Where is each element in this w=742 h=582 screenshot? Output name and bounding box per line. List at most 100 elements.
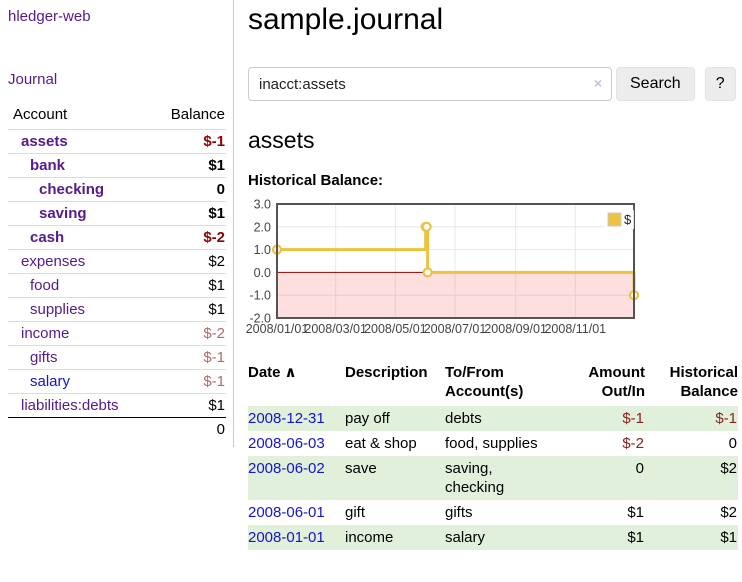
account-row: bank $1 — [8, 153, 226, 178]
register-header-date-label: Date — [248, 364, 281, 381]
register-row: 2008-01-01 income salary $1 $1 — [248, 525, 738, 550]
account-balance: 0 — [149, 177, 226, 202]
sidebar: hledger-web Journal Account Balance asse… — [8, 8, 226, 441]
account-link[interactable]: cash — [30, 229, 65, 246]
chart-title: Historical Balance: — [248, 172, 384, 189]
search-input[interactable] — [248, 67, 612, 101]
transaction-description: pay off — [345, 410, 390, 427]
transaction-amount: $1 — [627, 504, 644, 521]
transaction-balance: $1 — [720, 529, 737, 546]
accounts-total-value: 0 — [149, 417, 226, 441]
x-tick-label: 2008/05/01 — [364, 322, 427, 336]
transaction-amount: $-1 — [622, 410, 644, 427]
account-row: cash $-2 — [8, 225, 226, 250]
account-balance: $1 — [149, 153, 226, 178]
transaction-date-link[interactable]: 2008-06-02 — [248, 460, 325, 477]
register-header-description: Description — [345, 364, 428, 381]
transaction-accounts: saving, checking — [445, 460, 505, 496]
page-title: sample.journal — [248, 3, 444, 36]
account-link[interactable]: assets — [21, 133, 68, 150]
transaction-date-link[interactable]: 2008-06-01 — [248, 504, 325, 521]
data-point-marker — [422, 267, 433, 278]
transaction-amount: $1 — [627, 529, 644, 546]
clear-search-icon[interactable]: × — [593, 75, 602, 91]
account-balance: $1 — [149, 273, 226, 298]
app-title-link[interactable]: hledger-web — [8, 8, 91, 25]
x-tick-label: 2008/09/01 — [484, 322, 547, 336]
account-link[interactable]: liabilities:debts — [21, 397, 119, 414]
balance-chart: $3.0 2.0 1.0 0.0 -1.0 -2.02008/01/012008/03/0… — [246, 198, 640, 336]
account-balance: $-1 — [149, 129, 226, 154]
data-point-marker — [421, 221, 432, 232]
search-row: × Search ? — [248, 66, 742, 102]
account-row: food $1 — [8, 273, 226, 298]
transaction-accounts: food, supplies — [445, 435, 538, 452]
transaction-accounts: gifts — [445, 504, 473, 521]
plot-border — [276, 203, 635, 319]
y-tick-label: 3.0 — [254, 198, 271, 212]
transaction-balance: $-1 — [715, 410, 737, 427]
register-row: 2008-12-31 pay off debts $-1 $-1 — [248, 406, 738, 431]
help-button[interactable]: ? — [704, 67, 736, 101]
register-row: 2008-06-01 gift gifts $1 $2 — [248, 500, 738, 525]
register-row: 2008-06-02 save saving, checking 0 $2 — [248, 456, 738, 500]
x-tick-label: 2008/01/01 — [246, 322, 309, 336]
negative-region — [277, 272, 634, 318]
transaction-amount: $-2 — [622, 435, 644, 452]
account-link[interactable]: supplies — [30, 301, 86, 318]
y-tick-label: -2.0 — [249, 312, 271, 326]
sidebar-divider — [233, 0, 234, 447]
accounts-header-balance: Balance — [170, 106, 225, 123]
y-tick-label: 2.0 — [254, 220, 271, 234]
account-link[interactable]: bank — [30, 157, 66, 174]
account-link[interactable]: food — [30, 277, 60, 294]
account-link[interactable]: expenses — [21, 253, 86, 270]
transaction-date-link[interactable]: 2008-12-31 — [248, 410, 325, 427]
account-link[interactable]: income — [21, 325, 70, 342]
account-link[interactable]: salary — [30, 373, 71, 390]
transaction-balance: $2 — [720, 504, 737, 521]
legend-swatch — [607, 212, 622, 227]
y-tick-label: 1.0 — [254, 243, 271, 257]
transaction-date-link[interactable]: 2008-06-03 — [248, 435, 325, 452]
chart-container: $3.0 2.0 1.0 0.0 -1.0 -2.0 2008/01/01 2008/03/0… — [246, 198, 742, 341]
account-row: assets $-1 — [8, 129, 226, 154]
account-balance: $-2 — [149, 225, 226, 250]
register-table: Date ∧ Description To/From Account(s) Amo… — [248, 361, 738, 550]
account-heading: assets — [248, 127, 315, 153]
register-row: 2008-06-03 eat & shop food, supplies $-2… — [248, 431, 738, 456]
account-balance: $-2 — [149, 321, 226, 346]
register-header-amount: Amount Out/In — [588, 364, 645, 400]
search-button[interactable]: Search — [616, 67, 695, 101]
x-tick-label: 2008/03/01 — [304, 322, 367, 336]
account-row: expenses $2 — [8, 249, 226, 274]
transaction-accounts: salary — [445, 529, 486, 546]
account-balance: $-1 — [149, 345, 226, 370]
register-header-date[interactable]: Date ∧ — [248, 361, 345, 406]
main-content: sample.journal × Search ? assets Histori… — [246, 0, 742, 550]
account-balance: $-1 — [149, 369, 226, 394]
transaction-balance: 0 — [728, 435, 737, 452]
accounts-table: Account Balance assets $-1 bank $1 check… — [8, 104, 226, 441]
transaction-description: income — [345, 529, 394, 546]
transaction-description: gift — [345, 504, 366, 521]
account-link[interactable]: saving — [39, 205, 87, 222]
account-row: gifts $-1 — [8, 345, 226, 370]
account-link[interactable]: gifts — [30, 349, 58, 366]
account-row: supplies $1 — [8, 297, 226, 322]
transaction-balance: $2 — [720, 460, 737, 477]
account-balance: $2 — [149, 249, 226, 274]
legend-label: $ — [624, 212, 632, 227]
register-header-account: To/From Account(s) — [445, 364, 524, 400]
transaction-date-link[interactable]: 2008-01-01 — [248, 529, 325, 546]
account-balance: $1 — [149, 297, 226, 322]
register-header-balance: Historical Balance — [669, 364, 738, 400]
account-link[interactable]: checking — [39, 181, 105, 198]
account-row: saving $1 — [8, 201, 226, 226]
account-row: checking 0 — [8, 177, 226, 202]
y-tick-label: 0.0 — [254, 266, 271, 280]
accounts-total-spacer — [8, 417, 150, 441]
account-balance: $1 — [149, 393, 226, 418]
transaction-accounts: debts — [445, 410, 482, 427]
sidebar-item-journal[interactable]: Journal — [8, 71, 58, 88]
